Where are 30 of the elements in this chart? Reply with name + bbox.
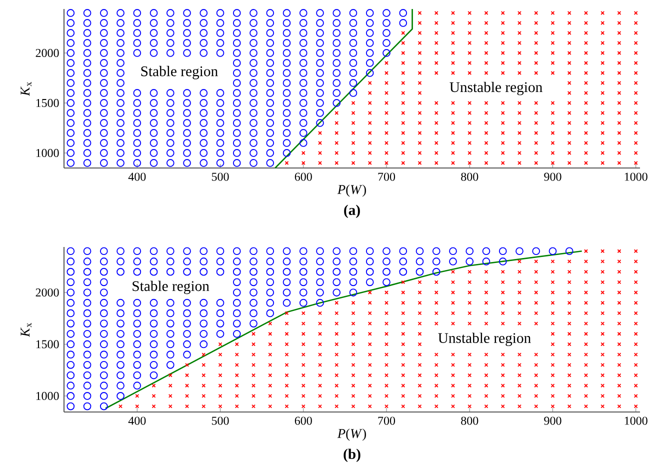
annotation: Unstable region xyxy=(450,82,542,96)
text: (b) xyxy=(344,448,360,462)
x-axis-title: P(W) xyxy=(337,184,366,197)
x-tick-label: 1000 xyxy=(624,416,648,425)
x-tick-label: 1000 xyxy=(624,172,648,181)
y-tick-label: 2000 xyxy=(36,48,59,58)
y-tick-label: 2000 xyxy=(36,288,59,297)
y-tick-label: 1000 xyxy=(36,392,59,400)
x-tick-label: 600 xyxy=(294,172,312,181)
x-tick-label: 800 xyxy=(461,416,478,425)
x-axis-title: P(W) xyxy=(337,428,366,441)
x-tick-label: 600 xyxy=(294,416,312,425)
text: (a) xyxy=(344,204,360,218)
x-tick-label: 800 xyxy=(461,172,478,181)
y-tick-label: 1500 xyxy=(36,98,59,108)
y-tick-label: 1000 xyxy=(36,148,59,158)
x-tick-label: 400 xyxy=(128,416,146,425)
annotation: Stable region xyxy=(132,280,210,294)
y-tick-label: 1500 xyxy=(36,340,59,348)
y-axis-title: K$_{x}$ xyxy=(20,322,32,338)
annotation: Unstable region xyxy=(438,332,531,346)
x-tick-label: 500 xyxy=(212,172,229,181)
annotation: Stable region xyxy=(141,66,218,80)
x-tick-label: 400 xyxy=(128,172,146,181)
x-tick-label: 900 xyxy=(544,172,562,181)
x-tick-label: 900 xyxy=(544,416,562,425)
x-tick-label: 500 xyxy=(212,416,229,425)
x-tick-label: 700 xyxy=(378,172,396,181)
y-axis-title: K$_{x}$ xyxy=(20,82,32,96)
x-tick-label: 700 xyxy=(378,416,396,425)
